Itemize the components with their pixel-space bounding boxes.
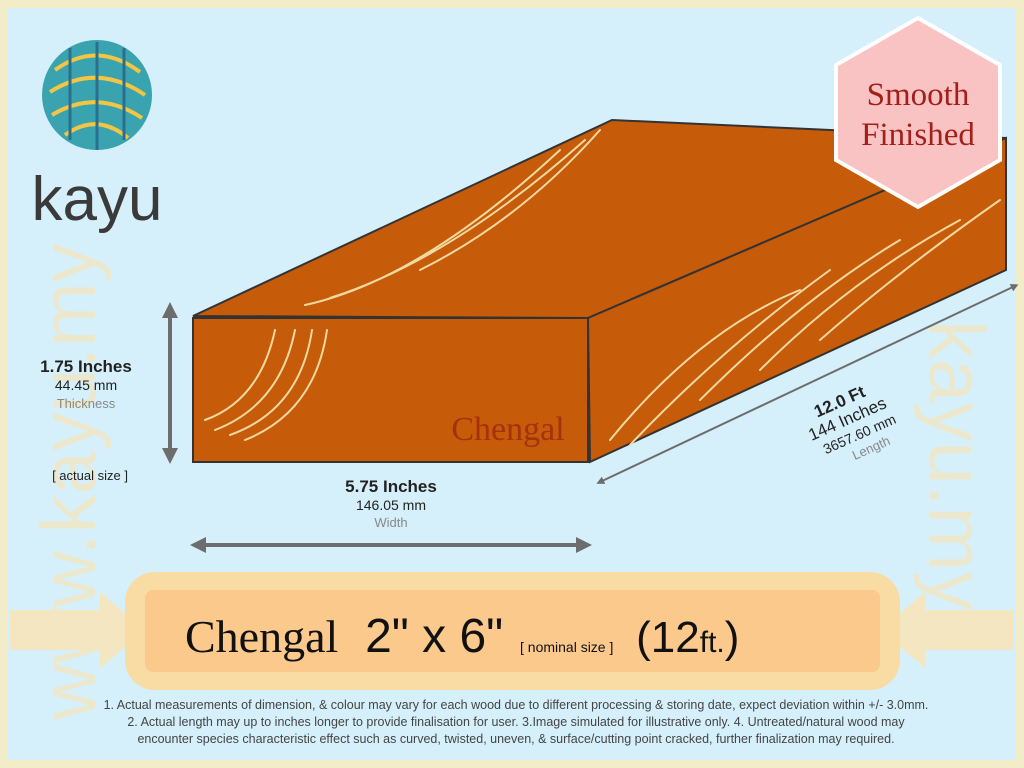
wood-label: Chengal (451, 411, 564, 448)
banner-size-note: [ nominal size ] (520, 639, 613, 655)
banner-length-open: (12 (636, 613, 700, 662)
footnote-line: 1. Actual measurements of dimension, & c… (104, 698, 929, 712)
badge-line2: Finished (861, 117, 975, 153)
thickness-metric: 44.45 mm (55, 377, 117, 393)
badge-line1: Smooth (867, 77, 970, 113)
logo: kayu (32, 40, 163, 234)
width-metric: 146.05 mm (356, 497, 426, 513)
thickness-label: Thickness (57, 396, 116, 411)
banner-title: Chengal 2" x 6" [ nominal size ] (12ft.) (185, 610, 739, 663)
thickness-note: [ actual size ] (52, 468, 128, 483)
thickness-imperial: 1.75 Inches (40, 357, 132, 376)
width-imperial: 5.75 Inches (345, 477, 437, 496)
banner-length-close: ) (725, 613, 740, 662)
width-label: Width (374, 515, 407, 530)
banner-size: 2" x 6" (365, 610, 503, 663)
footnote-line: 2. Actual length may up to inches longer… (127, 715, 905, 729)
badge: Smooth Finished (834, 15, 1002, 210)
footnote-line: encounter species characteristic effect … (137, 732, 894, 746)
length-arrow (596, 284, 1019, 484)
banner: Chengal 2" x 6" [ nominal size ] (12ft.) (10, 572, 1014, 690)
logo-text: kayu (32, 165, 163, 234)
banner-species: Chengal (185, 611, 338, 662)
banner-length-unit: ft. (700, 626, 725, 659)
watermark-right: kayu.my (913, 320, 1001, 610)
